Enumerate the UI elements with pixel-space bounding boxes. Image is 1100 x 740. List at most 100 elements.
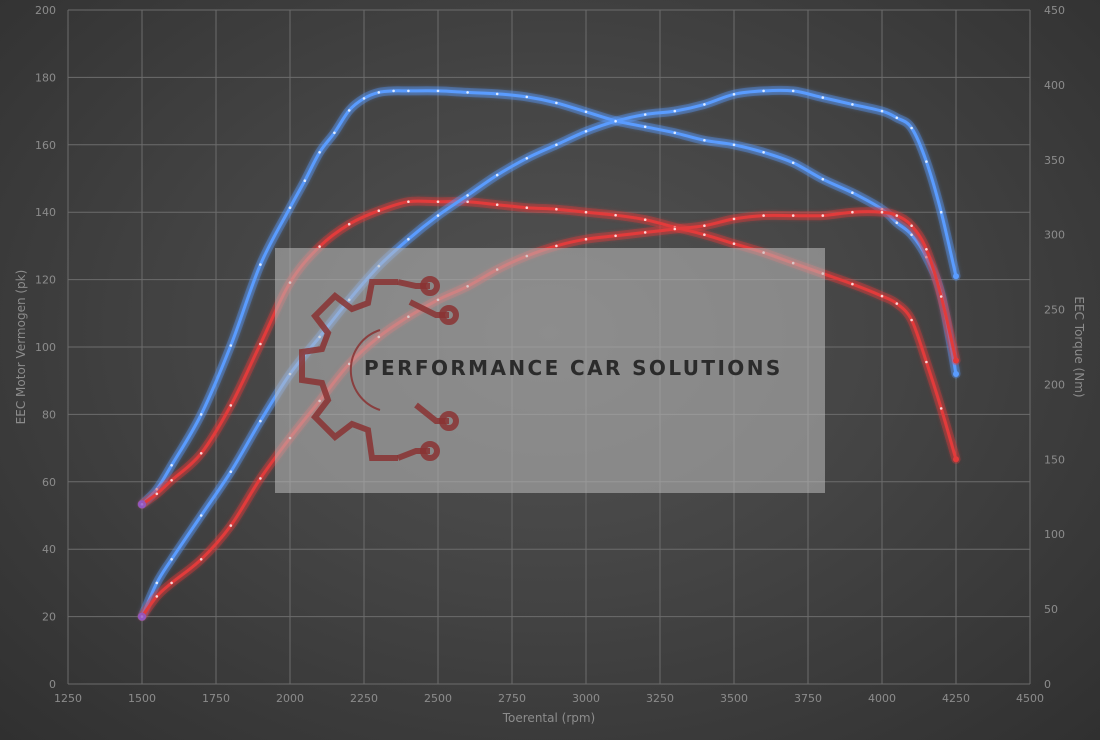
series-end-marker bbox=[953, 456, 959, 463]
data-point bbox=[673, 109, 677, 113]
data-point bbox=[851, 191, 854, 194]
data-point bbox=[939, 210, 943, 214]
data-point bbox=[614, 234, 617, 238]
data-point bbox=[821, 96, 825, 99]
gear-circuit-logo bbox=[299, 276, 459, 461]
y-left-tick-label: 0 bbox=[49, 678, 56, 691]
data-point bbox=[155, 488, 159, 491]
data-point bbox=[555, 244, 558, 248]
y-right-tick-label: 100 bbox=[1044, 528, 1065, 541]
y-left-tick-label: 180 bbox=[35, 71, 56, 84]
data-point bbox=[762, 151, 765, 154]
y-left-tick-label: 60 bbox=[42, 476, 56, 489]
data-point bbox=[880, 210, 884, 214]
series-0 bbox=[137, 86, 961, 509]
data-point bbox=[643, 125, 647, 129]
data-point bbox=[199, 413, 203, 416]
y-right-tick-label: 250 bbox=[1044, 304, 1065, 317]
data-point bbox=[821, 177, 825, 181]
series-2 bbox=[137, 85, 961, 622]
y-right-tick-label: 400 bbox=[1044, 79, 1065, 92]
data-point bbox=[791, 161, 795, 165]
series-1 bbox=[137, 196, 961, 509]
y-left-tick-label: 20 bbox=[42, 611, 56, 624]
watermark-panel bbox=[275, 248, 825, 493]
data-point bbox=[155, 581, 159, 585]
data-point bbox=[643, 218, 647, 221]
data-point bbox=[703, 224, 706, 227]
y-right-tick-label: 150 bbox=[1044, 453, 1065, 466]
data-point bbox=[407, 89, 410, 93]
data-point bbox=[229, 344, 233, 347]
data-point bbox=[791, 89, 795, 93]
data-point bbox=[880, 294, 884, 298]
series-end-marker bbox=[953, 357, 959, 364]
circuit-node bbox=[420, 441, 440, 461]
data-point bbox=[939, 295, 943, 298]
data-point bbox=[910, 233, 913, 236]
y-left-tick-label: 160 bbox=[35, 139, 56, 152]
data-point bbox=[703, 103, 706, 106]
x-tick-label: 2750 bbox=[498, 692, 526, 705]
data-point bbox=[525, 206, 529, 209]
y-right-tick-label: 200 bbox=[1044, 378, 1065, 391]
x-axis-title: Toerental (rpm) bbox=[502, 711, 595, 725]
data-point bbox=[643, 231, 647, 234]
data-point bbox=[318, 245, 321, 248]
data-point bbox=[762, 214, 765, 217]
x-tick-label: 2500 bbox=[424, 692, 452, 705]
watermark-text: PERFORMANCE CAR SOLUTIONS bbox=[364, 356, 783, 380]
x-tick-label: 1250 bbox=[54, 692, 82, 705]
data-point bbox=[495, 203, 499, 206]
data-point bbox=[555, 143, 558, 147]
data-point bbox=[199, 558, 203, 561]
data-point bbox=[155, 595, 159, 598]
y-right-axis-title: EEC Torque (Nm) bbox=[1072, 296, 1086, 397]
data-point bbox=[495, 92, 499, 96]
data-point bbox=[362, 97, 366, 100]
data-point bbox=[895, 214, 899, 217]
x-tick-label: 3250 bbox=[646, 692, 674, 705]
data-point bbox=[170, 479, 173, 482]
data-point bbox=[555, 101, 558, 105]
data-point bbox=[643, 113, 647, 116]
data-point bbox=[229, 404, 233, 407]
data-point bbox=[303, 179, 307, 182]
data-point bbox=[318, 151, 321, 154]
x-tick-label: 2250 bbox=[350, 692, 378, 705]
data-point bbox=[584, 237, 588, 241]
circuit-node bbox=[439, 305, 459, 325]
x-tick-label: 1750 bbox=[202, 692, 230, 705]
data-point bbox=[229, 524, 233, 527]
series-group bbox=[137, 85, 961, 622]
data-point bbox=[732, 143, 736, 147]
y-right-tick-label: 50 bbox=[1044, 603, 1058, 616]
data-point bbox=[584, 210, 588, 214]
y-right-tick-label: 350 bbox=[1044, 154, 1065, 167]
data-point bbox=[466, 91, 469, 94]
data-point bbox=[821, 214, 825, 217]
series-line bbox=[140, 89, 958, 506]
y-left-axis-title: EEC Motor Vermogen (pk) bbox=[14, 270, 28, 425]
y-right-tick-label: 450 bbox=[1044, 4, 1065, 17]
data-point bbox=[525, 157, 529, 160]
data-point bbox=[436, 200, 440, 203]
data-point bbox=[199, 514, 203, 517]
x-tick-label: 3500 bbox=[720, 692, 748, 705]
x-tick-label: 4500 bbox=[1016, 692, 1044, 705]
data-point bbox=[407, 200, 410, 203]
data-point bbox=[851, 210, 854, 214]
x-tick-label: 3000 bbox=[572, 692, 600, 705]
data-point bbox=[925, 360, 928, 364]
series-start-marker bbox=[138, 612, 146, 621]
data-point bbox=[673, 227, 677, 231]
y-left-tick-label: 80 bbox=[42, 408, 56, 421]
data-point bbox=[584, 110, 588, 114]
data-point bbox=[851, 282, 854, 286]
x-tick-label: 2000 bbox=[276, 692, 304, 705]
data-point bbox=[925, 248, 928, 251]
data-point bbox=[555, 207, 558, 211]
x-tick-label: 3750 bbox=[794, 692, 822, 705]
data-point bbox=[895, 221, 899, 224]
